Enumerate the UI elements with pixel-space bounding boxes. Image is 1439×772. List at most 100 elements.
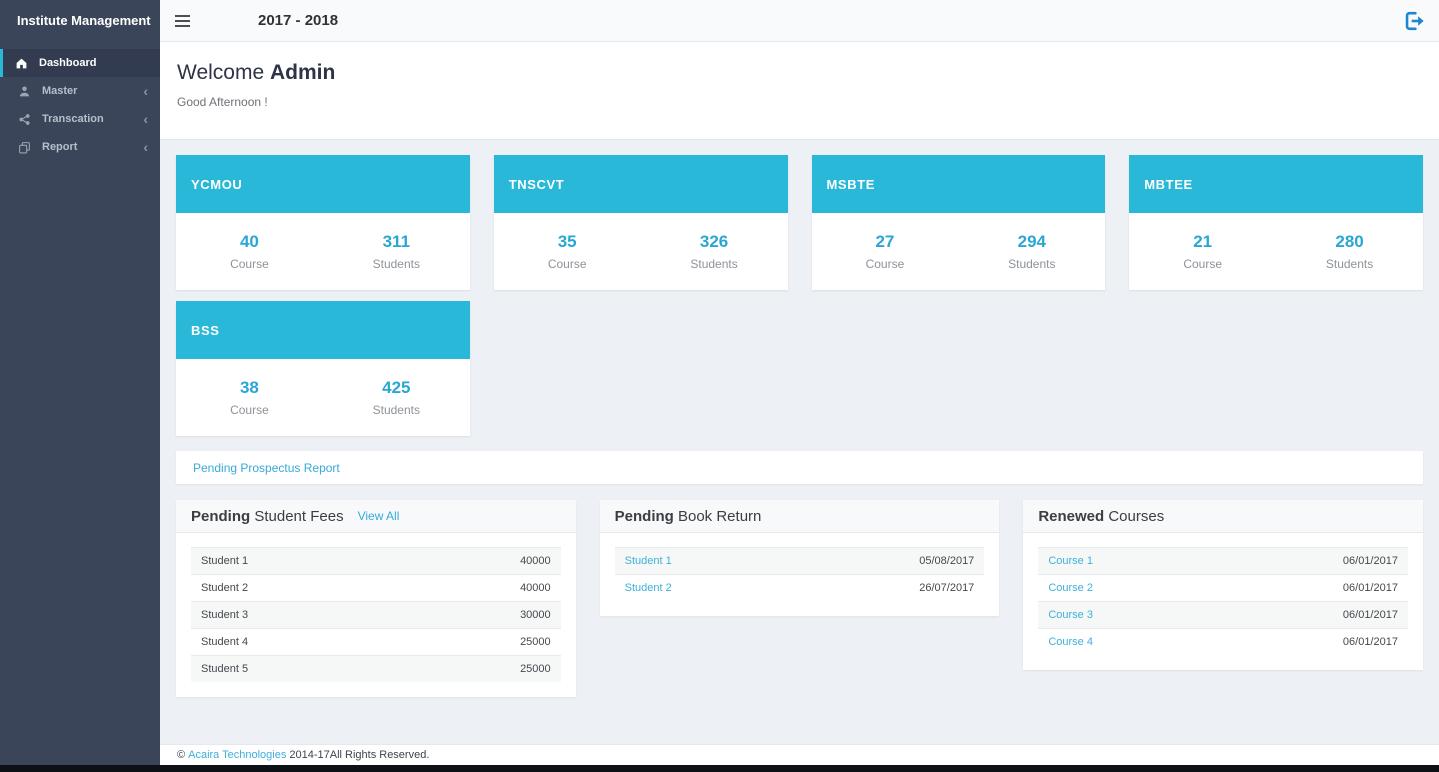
fee-row: Student 5 25000 — [191, 655, 561, 682]
course-label: Course — [547, 257, 587, 271]
student-name: Student 2 — [201, 582, 249, 594]
renewed-course-row: Course 4 06/01/2017 — [1038, 628, 1408, 655]
student-name: Student 1 — [201, 555, 249, 567]
prospectus-bar: Pending Prospectus Report — [176, 451, 1423, 484]
stat-card-ycmou: YCMOU 40 Course 311 Students — [176, 155, 470, 290]
course-label: Course — [230, 257, 269, 271]
sidebar-item-label: Report — [42, 141, 78, 153]
stat-card-title: TNSCVT — [493, 155, 788, 213]
bottom-strip — [0, 765, 1439, 772]
sidebar: Institute Management Dashboard Master ‹ — [0, 0, 160, 765]
panel-pending-student-fees: Pending Student Fees View All Student 1 … — [176, 500, 576, 697]
chevron-left-icon: ‹ — [143, 139, 148, 155]
students-label: Students — [1325, 257, 1374, 271]
course-count: 40 — [239, 232, 259, 251]
greeting-text: Good Afternoon ! — [177, 95, 268, 109]
stat-card-title: BSS — [176, 301, 470, 359]
stat-card-msbte: MSBTE 27 Course 294 Students — [811, 155, 1106, 290]
course-count: 21 — [1193, 232, 1213, 251]
students-count: 425 — [382, 378, 411, 397]
user-icon — [17, 84, 32, 99]
renew-date: 06/01/2017 — [1342, 555, 1398, 567]
students-label: Students — [372, 257, 420, 271]
pending-prospectus-link[interactable]: Pending Prospectus Report — [193, 460, 340, 475]
fee-amount: 30000 — [520, 609, 551, 621]
hamburger-icon[interactable] — [175, 12, 190, 30]
stat-card-bss: BSS 38 Course 425 Students — [176, 301, 470, 436]
fee-row: Student 1 40000 — [191, 547, 561, 574]
fee-row: Student 3 30000 — [191, 601, 561, 628]
stat-card-title: MBTEE — [1129, 155, 1423, 213]
course-label: Course — [1183, 257, 1223, 271]
panel-body: Student 1 05/08/2017 Student 2 26/07/201… — [600, 533, 1000, 616]
chevron-left-icon: ‹ — [143, 83, 148, 99]
renew-date: 06/01/2017 — [1342, 582, 1398, 594]
fee-row: Student 4 25000 — [191, 628, 561, 655]
course-link[interactable]: Course 3 — [1048, 609, 1093, 621]
panel-header: Pending Book Return — [599, 500, 1000, 533]
students-count: 311 — [382, 232, 411, 251]
app-title: Institute Management — [17, 13, 151, 28]
sidebar-item-transcation[interactable]: Transcation ‹ — [0, 105, 160, 133]
students-label: Students — [372, 403, 420, 417]
renewed-course-row: Course 1 06/01/2017 — [1038, 547, 1408, 574]
panel-pending-book-return: Pending Book Return Student 1 05/08/2017… — [599, 500, 1000, 616]
course-label: Course — [865, 257, 905, 271]
return-date: 26/07/2017 — [919, 582, 975, 594]
fee-amount: 40000 — [520, 555, 551, 567]
fee-row: Student 2 40000 — [191, 574, 561, 601]
panel-header: Renewed Courses — [1023, 500, 1423, 533]
course-link[interactable]: Course 1 — [1048, 555, 1093, 567]
student-name: Student 5 — [201, 663, 249, 675]
welcome-username: Admin — [269, 61, 336, 84]
stat-card-mbtee: MBTEE 21 Course 280 Students — [1129, 155, 1423, 290]
renew-date: 06/01/2017 — [1342, 609, 1398, 621]
stat-card-title: YCMOU — [176, 155, 470, 213]
chevron-left-icon: ‹ — [143, 111, 148, 127]
stat-card-tnscvt: TNSCVT 35 Course 326 Students — [493, 155, 788, 290]
students-count: 294 — [1017, 232, 1046, 251]
view-all-link[interactable]: View All — [357, 509, 400, 523]
main-area: Welcome Admin Good Afternoon ! YCMOU 40 … — [160, 42, 1439, 765]
course-count: 38 — [239, 378, 259, 397]
session-title: 2017 - 2018 — [258, 12, 339, 29]
students-label: Students — [690, 257, 738, 271]
share-icon — [17, 112, 32, 127]
panel-body: Course 1 06/01/2017 Course 2 06/01/2017 … — [1023, 533, 1423, 670]
dashboard-content: YCMOU 40 Course 311 Students TNSCVT — [160, 140, 1439, 744]
welcome-heading: Welcome Admin — [177, 61, 336, 84]
copy-icon — [17, 140, 32, 155]
students-count: 326 — [699, 232, 729, 251]
students-label: Students — [1008, 257, 1056, 271]
student-name: Student 4 — [201, 636, 249, 648]
sidebar-item-master[interactable]: Master ‹ — [0, 77, 160, 105]
home-icon — [14, 56, 29, 71]
course-link[interactable]: Course 2 — [1048, 582, 1093, 594]
sidebar-item-report[interactable]: Report ‹ — [0, 133, 160, 161]
sidebar-item-label: Transcation — [42, 113, 104, 125]
course-link[interactable]: Course 4 — [1048, 636, 1093, 648]
company-link[interactable]: Acaira Technologies — [188, 749, 287, 761]
course-label: Course — [230, 403, 269, 417]
return-date: 05/08/2017 — [919, 555, 975, 567]
book-return-row: Student 1 05/08/2017 — [614, 547, 985, 574]
course-count: 27 — [875, 232, 895, 251]
renew-date: 06/01/2017 — [1342, 636, 1398, 648]
course-count: 35 — [557, 232, 577, 251]
sidebar-item-label: Master — [42, 85, 78, 97]
student-link[interactable]: Student 2 — [624, 582, 672, 594]
topbar: 2017 - 2018 — [160, 0, 1439, 42]
fee-amount: 25000 — [520, 636, 551, 648]
footer: © Acaira Technologies 2014-17All Rights … — [160, 744, 1439, 765]
sidebar-item-dashboard[interactable]: Dashboard — [0, 49, 160, 77]
welcome-section: Welcome Admin Good Afternoon ! — [160, 42, 1439, 140]
panel-renewed-courses: Renewed Courses Course 1 06/01/2017 Cour… — [1023, 500, 1423, 670]
rights-text: 2014-17All Rights Reserved. — [289, 749, 430, 761]
copyright-symbol: © — [177, 749, 186, 761]
sign-out-icon[interactable] — [1403, 10, 1425, 32]
student-link[interactable]: Student 1 — [624, 555, 672, 567]
book-return-row: Student 2 26/07/2017 — [614, 574, 985, 601]
fee-amount: 40000 — [520, 582, 551, 594]
renewed-course-row: Course 2 06/01/2017 — [1038, 574, 1408, 601]
panel-body: Student 1 40000 Student 2 40000 Student … — [176, 533, 576, 697]
